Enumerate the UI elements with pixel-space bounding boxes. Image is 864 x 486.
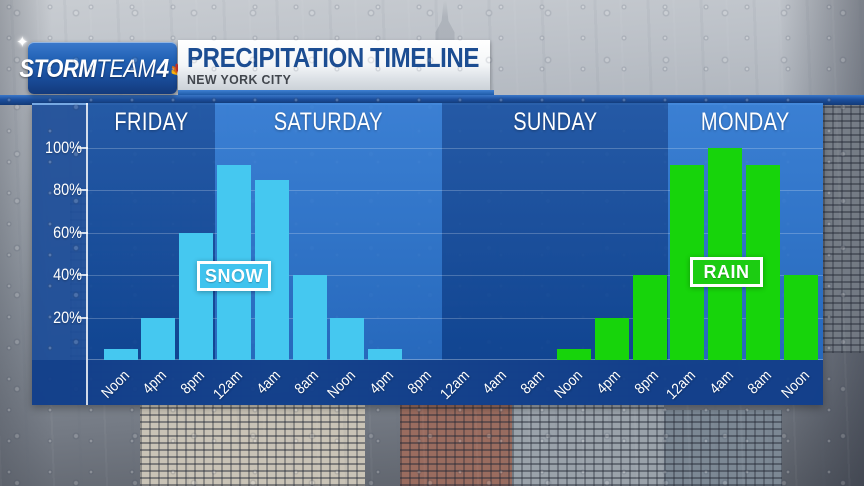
- day-header-sunday: SUNDAY: [512, 108, 598, 136]
- snow-bar: [368, 349, 403, 360]
- background-building: [823, 95, 864, 353]
- y-axis-tick: [78, 189, 88, 192]
- grid-line: [88, 190, 823, 192]
- grid-line: [88, 148, 823, 149]
- show-title-bar: PRECIPITATION TIMELINE NEW YORK CITY: [178, 40, 490, 90]
- snow-badge: SNOW: [197, 261, 271, 291]
- day-region-sunday: [441, 103, 669, 360]
- logo-storm-text: STORM: [19, 54, 97, 83]
- y-axis-label: 80%: [53, 180, 82, 200]
- logo-four-text: 4: [156, 52, 170, 83]
- snow-bar: [103, 349, 138, 360]
- day-region-friday: [88, 103, 216, 360]
- grid-line: [88, 275, 823, 277]
- rain-bar: [594, 317, 629, 360]
- rain-bar: [783, 275, 818, 360]
- y-axis-tick: [78, 147, 88, 149]
- y-axis-label: 100%: [45, 138, 82, 157]
- day-header-friday: FRIDAY: [114, 108, 189, 136]
- y-axis-tick: [78, 231, 88, 234]
- background-building: [512, 402, 664, 486]
- grid-line: [88, 317, 823, 319]
- page-title: PRECIPITATION TIMELINE: [187, 42, 479, 73]
- background-building: [140, 402, 365, 486]
- y-axis-label: 40%: [53, 265, 82, 285]
- stormteam4-logo: STORM TEAM 4: [19, 42, 188, 94]
- snow-bar: [141, 317, 176, 360]
- background-building: [664, 410, 782, 486]
- grid-line: [88, 232, 823, 234]
- snow-bar: [292, 275, 327, 360]
- baseline: [88, 359, 823, 360]
- snow-bar: [179, 232, 214, 360]
- page-subtitle: NEW YORK CITY: [187, 72, 292, 87]
- title-underline: [178, 90, 494, 95]
- day-header-monday: MONDAY: [701, 108, 791, 136]
- day-header-saturday: SATURDAY: [273, 108, 383, 136]
- rain-bar: [556, 349, 591, 360]
- stormteam4-logo-text: STORM TEAM 4: [19, 52, 188, 84]
- background-building: [400, 405, 512, 486]
- snow-bar: [330, 317, 365, 360]
- sparkle-icon: ✦: [16, 34, 29, 51]
- day-region-saturday: [215, 103, 442, 360]
- y-axis-label: 60%: [53, 222, 82, 242]
- rain-bar: [708, 148, 743, 360]
- rain-bar: [632, 275, 667, 360]
- header-bar: [0, 95, 864, 105]
- y-axis-line: [86, 103, 88, 405]
- y-axis-tick: [78, 316, 88, 319]
- rain-badge: RAIN: [690, 257, 763, 287]
- y-axis-label: 20%: [53, 307, 82, 327]
- x-axis-label-strip: [32, 360, 823, 405]
- y-axis-tick: [78, 274, 88, 277]
- logo-team-text: TEAM: [96, 54, 156, 83]
